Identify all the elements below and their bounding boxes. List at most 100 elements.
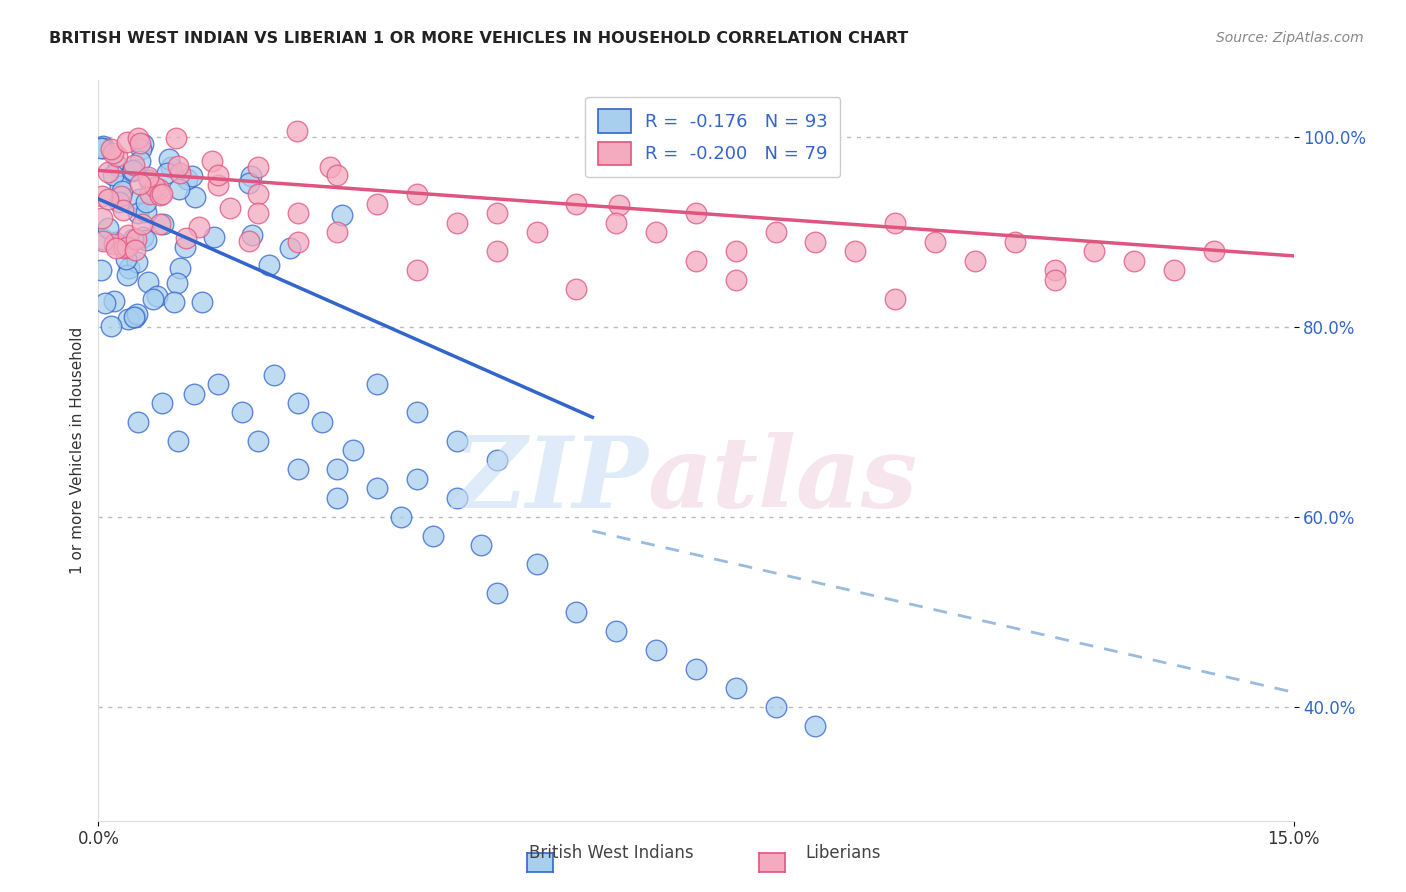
Point [91,189,114,203]
Point [156,166,179,180]
Point [111,203,134,218]
Point [844,244,866,259]
Point [485,586,508,600]
Point [231,405,253,419]
Point [607,198,630,212]
Point [101,146,124,161]
Point [1163,263,1185,277]
Point [1202,244,1225,259]
Point [149,188,172,202]
Point [176,172,198,186]
Point [240,227,263,242]
Point [1043,272,1066,286]
Point [104,235,127,249]
Point [246,434,269,448]
Point [406,263,429,277]
Point [152,217,174,231]
Legend: R =  -0.176   N = 93, R =  -0.200   N = 79: R = -0.176 N = 93, R = -0.200 N = 79 [585,96,841,178]
Point [169,182,191,196]
Point [100,318,122,333]
Text: atlas: atlas [648,432,918,528]
Point [605,216,627,230]
Point [207,168,229,182]
Point [117,239,139,253]
Point [166,277,188,291]
Point [278,241,301,255]
Point [93,295,115,310]
Point [884,216,907,230]
Point [135,233,157,247]
Point [90,263,112,277]
Point [148,182,170,196]
Point [131,142,153,156]
Point [202,229,225,244]
Point [167,434,190,448]
Point [132,136,155,151]
Point [112,241,135,255]
Point [131,217,153,231]
Point [90,211,112,225]
Point [485,244,508,259]
Point [238,176,260,190]
Point [117,268,139,282]
Point [287,206,309,220]
Point [257,259,280,273]
Point [240,169,263,183]
Point [105,241,128,255]
Point [263,368,285,382]
Point [565,196,588,211]
Point [963,253,986,268]
Point [150,187,173,202]
Point [103,294,125,309]
Point [180,169,202,183]
Point [128,192,150,206]
Point [173,240,195,254]
Point [125,307,148,321]
Point [115,135,138,149]
Point [724,272,747,286]
Point [207,178,229,192]
Point [135,194,157,209]
Point [201,154,224,169]
Point [207,377,229,392]
Point [129,136,152,150]
Point [326,462,349,476]
Point [645,642,668,657]
Point [96,220,118,235]
Text: BRITISH WEST INDIAN VS LIBERIAN 1 OR MORE VEHICLES IN HOUSEHOLD CORRELATION CHAR: BRITISH WEST INDIAN VS LIBERIAN 1 OR MOR… [49,31,908,46]
Y-axis label: 1 or more Vehicles in Household: 1 or more Vehicles in Household [69,326,84,574]
Point [122,310,145,324]
Point [149,217,172,231]
Point [100,143,122,157]
Point [685,662,707,676]
Point [127,415,149,429]
Point [318,160,340,174]
Point [366,196,388,211]
Point [485,453,508,467]
Point [218,201,240,215]
Point [765,699,787,714]
Point [238,235,260,249]
Point [169,261,191,276]
Point [117,227,139,242]
Point [101,168,124,182]
Point [326,225,349,239]
Point [117,240,139,254]
Point [108,179,131,194]
Point [128,177,150,191]
Point [160,161,183,175]
Point [167,159,190,173]
Point [131,230,153,244]
Point [406,187,429,202]
Point [645,225,668,239]
Point [446,491,468,505]
Text: ZIP: ZIP [453,432,648,528]
Point [122,232,145,246]
Point [446,216,468,230]
Point [389,509,412,524]
Point [169,165,191,179]
Point [107,159,129,173]
Point [565,282,588,296]
Point [326,168,349,182]
Point [121,164,143,178]
